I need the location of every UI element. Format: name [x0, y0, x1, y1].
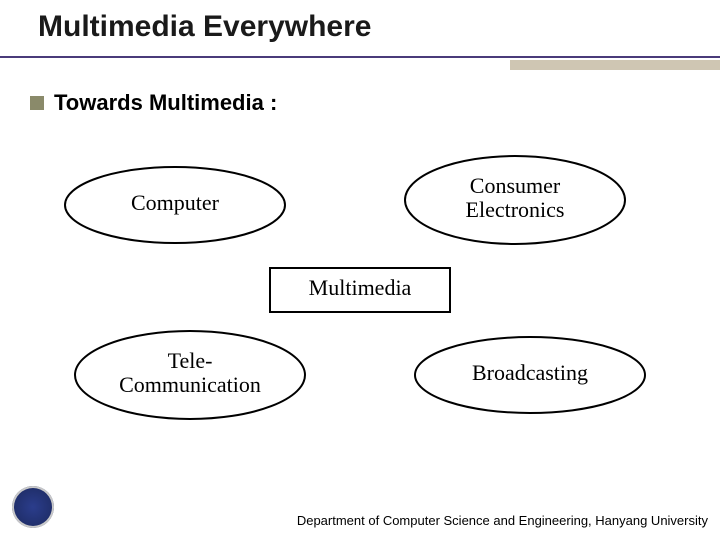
university-logo-icon	[12, 486, 54, 528]
diagram: Computer ConsumerElectronics Multimedia Tel…	[0, 0, 720, 540]
node-label-multimedia: Multimedia	[309, 275, 412, 300]
slide: Multimedia Everywhere Towards Multimedia…	[0, 0, 720, 540]
node-label-computer: Computer	[131, 190, 220, 215]
node-label-telecom: Communication	[119, 372, 261, 397]
node-label-consumer: Consumer	[470, 173, 561, 198]
node-label-consumer: Electronics	[466, 197, 565, 222]
footer-text: Department of Computer Science and Engin…	[297, 513, 708, 528]
node-label-broadcast: Broadcasting	[472, 360, 588, 385]
node-label-telecom: Tele-	[168, 348, 213, 373]
